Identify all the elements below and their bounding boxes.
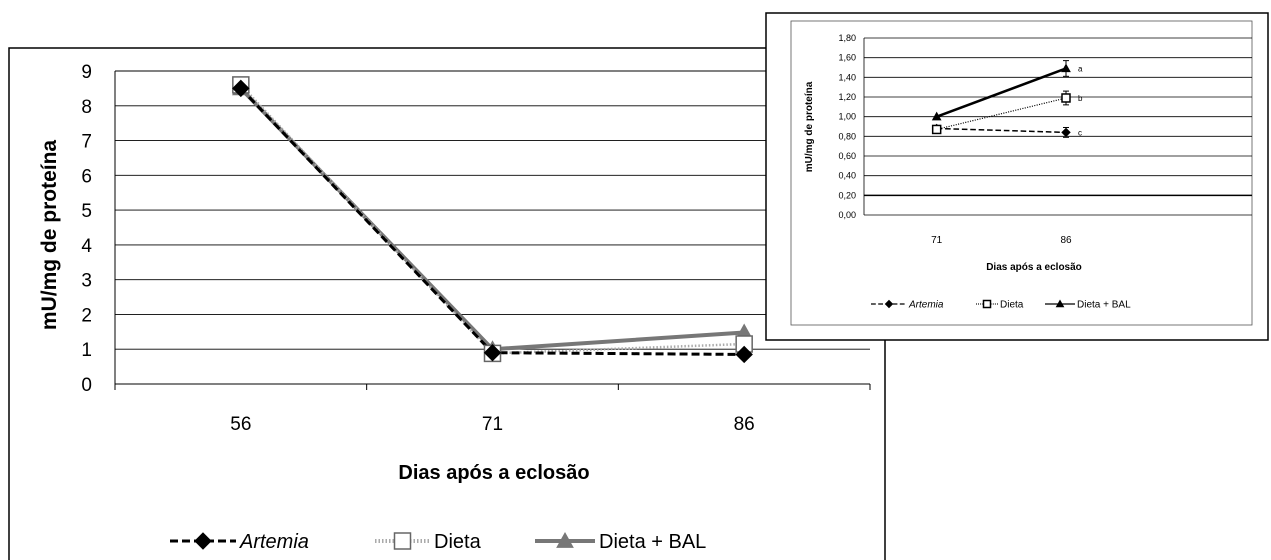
main-legend-label: Artemia <box>239 531 309 553</box>
inset-data-point <box>1061 93 1071 103</box>
inset-legend-label: Artemia <box>908 300 944 311</box>
main-data-point <box>735 345 753 364</box>
main-y-tick-label: 8 <box>81 97 92 118</box>
inset-legend: Artemia Dieta Dieta + BAL <box>871 299 1131 311</box>
main-legend-label: Dieta + BAL <box>599 531 706 553</box>
main-y-tick-label: 4 <box>81 236 92 257</box>
main-y-tick-label: 7 <box>81 132 92 153</box>
inset-x-axis-label: Dias após a eclosão <box>986 262 1082 273</box>
inset-y-tick-label: 0,20 <box>838 190 856 200</box>
inset-y-tick-label: 1,20 <box>838 92 856 102</box>
inset-legend-marker <box>1055 299 1065 308</box>
main-y-tick-labels: 0 1 2 3 4 5 6 7 8 9 <box>81 62 92 396</box>
inset-significance-label: a <box>1078 64 1083 73</box>
inset-y-tick-label: 1,60 <box>838 53 856 63</box>
inset-series-layer: c b a <box>931 60 1083 138</box>
inset-data-point <box>1061 63 1071 73</box>
main-x-axis-label: Dias após a eclosão <box>398 462 589 484</box>
inset-x-tick-label: 71 <box>931 235 943 246</box>
inset-x-tick-labels: 71 86 <box>931 235 1072 246</box>
inset-significance-label: b <box>1078 94 1083 103</box>
inset-series-line <box>936 127 1067 134</box>
inset-y-tick-labels: 0,00 0,20 0,40 0,60 0,80 1,00 1,20 1,40 1,60 1,80 <box>838 33 856 220</box>
inset-data-point <box>931 124 942 135</box>
main-series-layer <box>231 76 754 364</box>
inset-legend-marker <box>884 299 894 309</box>
inset-y-axis-label: mU/mg de proteína <box>804 81 815 172</box>
main-y-tick-label: 6 <box>81 166 92 187</box>
inset-y-tick-label: 0,00 <box>838 210 856 220</box>
inset-legend-label: Dieta <box>1000 300 1024 311</box>
main-y-tick-label: 2 <box>81 305 92 326</box>
main-y-tick-label: 0 <box>81 375 92 396</box>
main-x-tick-label: 86 <box>734 414 755 435</box>
main-y-axis-label: mU/mg de proteína <box>38 140 61 331</box>
main-legend: Artemia Dieta Dieta + BAL <box>170 531 706 553</box>
main-legend-marker <box>393 532 412 550</box>
main-y-tick-label: 1 <box>81 340 92 361</box>
inset-y-tick-label: 0,40 <box>838 171 856 181</box>
main-legend-marker <box>194 532 212 550</box>
main-y-tick-label: 5 <box>81 201 92 222</box>
inset-data-point <box>1061 127 1071 138</box>
inset-chart-frame <box>765 12 1269 341</box>
inset-gridlines <box>863 37 1252 216</box>
inset-x-tick-label: 86 <box>1060 235 1072 246</box>
inset-series-line <box>936 67 1067 118</box>
main-data-point <box>483 343 502 362</box>
main-x-tick-label: 56 <box>230 414 251 435</box>
main-x-tick-labels: 56 71 86 <box>230 414 754 435</box>
inset-y-tick-label: 1,00 <box>838 112 856 122</box>
inset-significance-label: c <box>1078 128 1082 137</box>
inset-y-tick-label: 0,60 <box>838 151 856 161</box>
inset-legend-label: Dieta + BAL <box>1077 300 1131 311</box>
main-y-tick-label: 3 <box>81 271 92 292</box>
inset-data-point <box>931 111 942 121</box>
inset-plot-border <box>790 20 1253 326</box>
inset-y-tick-label: 1,40 <box>838 72 856 82</box>
inset-y-tick-label: 1,80 <box>838 33 856 43</box>
inset-legend-marker <box>982 299 992 309</box>
main-legend-marker <box>556 531 574 548</box>
main-y-tick-label: 9 <box>81 62 92 83</box>
main-legend-label: Dieta <box>434 531 482 553</box>
inset-series-line <box>936 97 1067 131</box>
main-data-point <box>232 79 250 98</box>
inset-y-tick-label: 0,80 <box>838 131 856 141</box>
main-x-tick-label: 71 <box>482 414 503 435</box>
